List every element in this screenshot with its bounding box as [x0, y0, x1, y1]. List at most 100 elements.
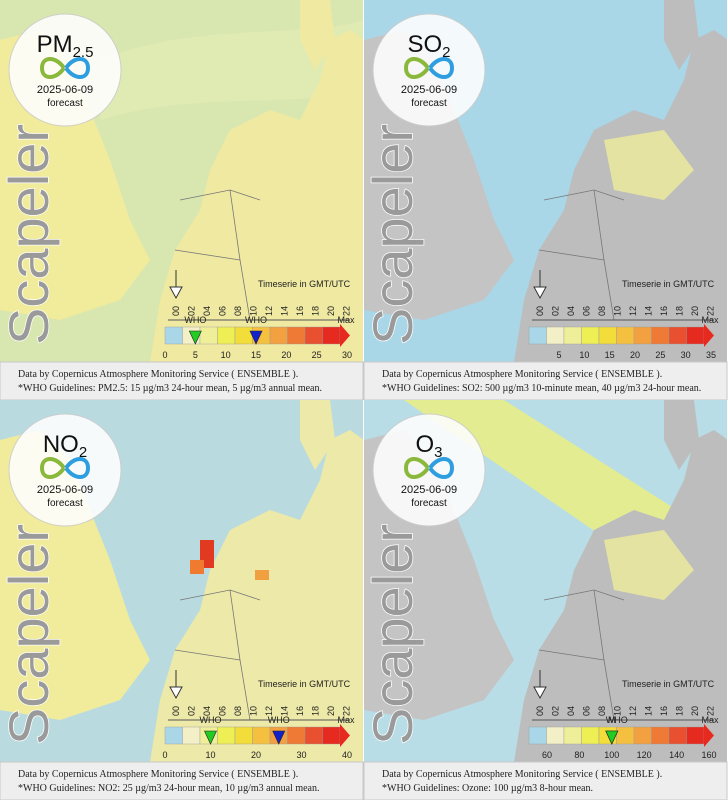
hour-label: 12 [264, 706, 274, 716]
borders [174, 589, 261, 721]
scale-segment [633, 726, 652, 745]
scale-segment [581, 326, 600, 345]
borders [538, 189, 625, 321]
logo-left [39, 57, 66, 79]
map-area [364, 400, 727, 762]
watermark: Scapeler [0, 524, 60, 745]
scale-segment [616, 726, 635, 745]
hour-label: 04 [202, 706, 212, 716]
hour-label: 10 [613, 706, 623, 716]
scale-segment [616, 326, 635, 345]
scale-tick-label: 10 [579, 350, 589, 360]
footer [0, 761, 364, 800]
hotspot [190, 560, 204, 574]
forecast-date: 2025-06-09 [37, 84, 93, 96]
hour-label: 18 [311, 306, 321, 316]
source-note: Data by Copernicus Atmosphere Monitoring… [18, 369, 298, 380]
pollutant-subscript: 2 [442, 44, 450, 61]
scale-segment [686, 326, 705, 345]
footer [363, 361, 728, 401]
timeserie-label: Timeserie in GMT/UTC [622, 679, 715, 689]
logo-left [403, 457, 430, 479]
forecast-status: forecast [47, 98, 83, 109]
who-label: WHO [606, 715, 628, 725]
scale-segment [686, 726, 705, 745]
scale-tick-label: 20 [251, 750, 261, 760]
watermark: Scapeler [361, 524, 424, 745]
hour-label: 00 [171, 706, 181, 716]
scale-tick-label: 80 [574, 750, 584, 760]
watermark: Scapeler [361, 124, 424, 345]
hour-label: 16 [295, 706, 305, 716]
hour-label: 04 [566, 306, 576, 316]
data-cells [604, 530, 694, 600]
forecast-status: forecast [47, 498, 83, 509]
hour-label: 00 [535, 306, 545, 316]
scale-segment [651, 726, 670, 745]
scale-tick-label: 30 [342, 350, 352, 360]
watermark: Scapeler [0, 124, 60, 345]
scale-segment [287, 326, 306, 345]
hour-label: 20 [326, 706, 336, 716]
pollutant-base: NO [43, 431, 79, 458]
hour-label: 10 [613, 306, 623, 316]
forecast-date: 2025-06-09 [37, 484, 93, 496]
scale-arrow [704, 724, 714, 747]
time-pointer [169, 286, 183, 300]
time-pointer [169, 686, 183, 700]
hour-label: 02 [187, 306, 197, 316]
logo-right [428, 457, 455, 479]
hour-label: 18 [311, 706, 321, 716]
who-label: WHO [184, 315, 206, 325]
land-denmark [664, 0, 699, 70]
land-denmark [300, 400, 335, 470]
hour-label: 22 [342, 306, 352, 316]
guideline-note: *WHO Guidelines: NO2: 25 µg/m3 24-hour m… [18, 783, 319, 794]
scale-segment [217, 726, 236, 745]
footer [363, 761, 728, 800]
scale-tick-label: 5 [556, 350, 561, 360]
scale-segment [563, 326, 582, 345]
pollutant-title: SO2 [407, 31, 450, 61]
scale-segment [528, 726, 547, 745]
scale-segment [546, 326, 565, 345]
max-label: Max [337, 315, 355, 325]
scale-segment [563, 726, 582, 745]
hour-label: 00 [171, 306, 181, 316]
scale-segment [252, 726, 271, 745]
hour-label: 18 [675, 306, 685, 316]
scale-segment [668, 726, 687, 745]
scale-arrow [704, 324, 714, 347]
scale-tick-label: 20 [281, 350, 291, 360]
hour-label: 22 [342, 706, 352, 716]
logo-right [428, 57, 455, 79]
land-denmark [300, 0, 335, 70]
pollutant-base: O [415, 431, 434, 458]
scale-tick-label: 30 [296, 750, 306, 760]
pollutant-title: PM2.5 [37, 31, 94, 61]
time-pointer [533, 286, 547, 300]
scale-tick-label: 10 [221, 350, 231, 360]
guideline-note: *WHO Guidelines: PM2.5: 15 µg/m3 24-hour… [18, 383, 322, 394]
scale-segment [581, 726, 600, 745]
scale-tick-label: 20 [630, 350, 640, 360]
scale-tick-label: 0 [162, 350, 167, 360]
who-label: WHO [268, 715, 290, 725]
land-continent [150, 30, 363, 362]
scale-tick-label: 140 [669, 750, 684, 760]
scale-segment [546, 726, 565, 745]
hour-label: 04 [202, 306, 212, 316]
who-marker [605, 730, 619, 745]
logo-right [64, 57, 91, 79]
hour-label: 20 [690, 306, 700, 316]
map-panel: Scapeler PM2.5 2025-06-09 forecast Timeserie… [0, 0, 364, 401]
hour-label: 06 [218, 706, 228, 716]
time-pointer [533, 686, 547, 700]
map-panel: Scapeler NO2 2025-06-09 forecast Timeserie i… [0, 400, 364, 800]
scale-tick-label: 40 [342, 750, 352, 760]
forecast-date: 2025-06-09 [401, 84, 457, 96]
scale-segment [287, 726, 306, 745]
forecast-date: 2025-06-09 [401, 484, 457, 496]
scale-segment [528, 326, 547, 345]
